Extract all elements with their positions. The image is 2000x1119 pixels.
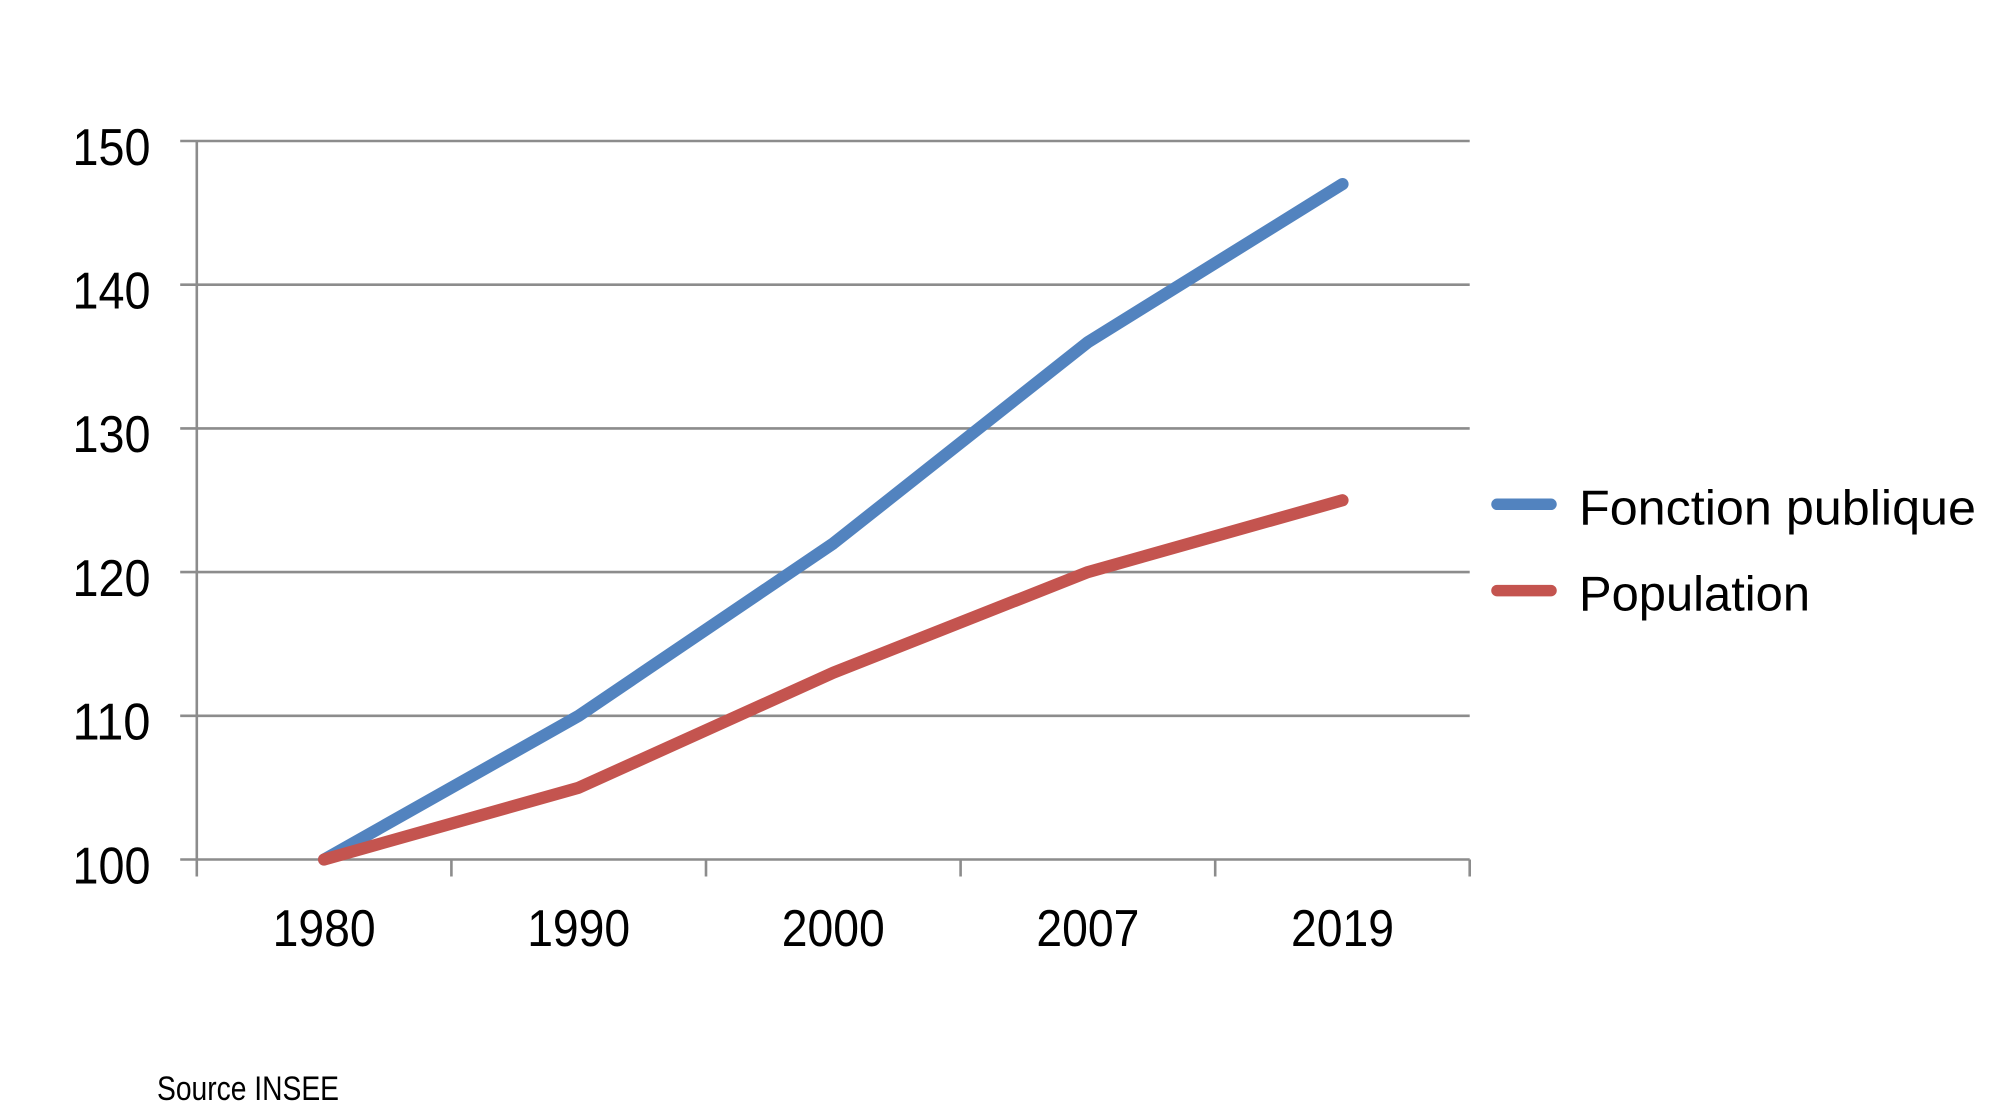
svg-text:1990: 1990 [527,899,630,957]
svg-text:110: 110 [73,693,151,751]
svg-text:Source INSEE: Source INSEE [157,1070,339,1108]
svg-text:100: 100 [73,836,151,894]
svg-text:Fonction publique: Fonction publique [1579,481,1976,535]
svg-text:140: 140 [73,262,151,320]
svg-text:150: 150 [73,118,151,176]
svg-text:1980: 1980 [273,899,376,957]
svg-text:Population: Population [1579,568,1810,622]
svg-text:2000: 2000 [782,899,885,957]
svg-text:120: 120 [73,549,151,607]
svg-text:2019: 2019 [1291,899,1394,957]
svg-text:2007: 2007 [1036,899,1139,957]
svg-text:130: 130 [73,405,151,463]
